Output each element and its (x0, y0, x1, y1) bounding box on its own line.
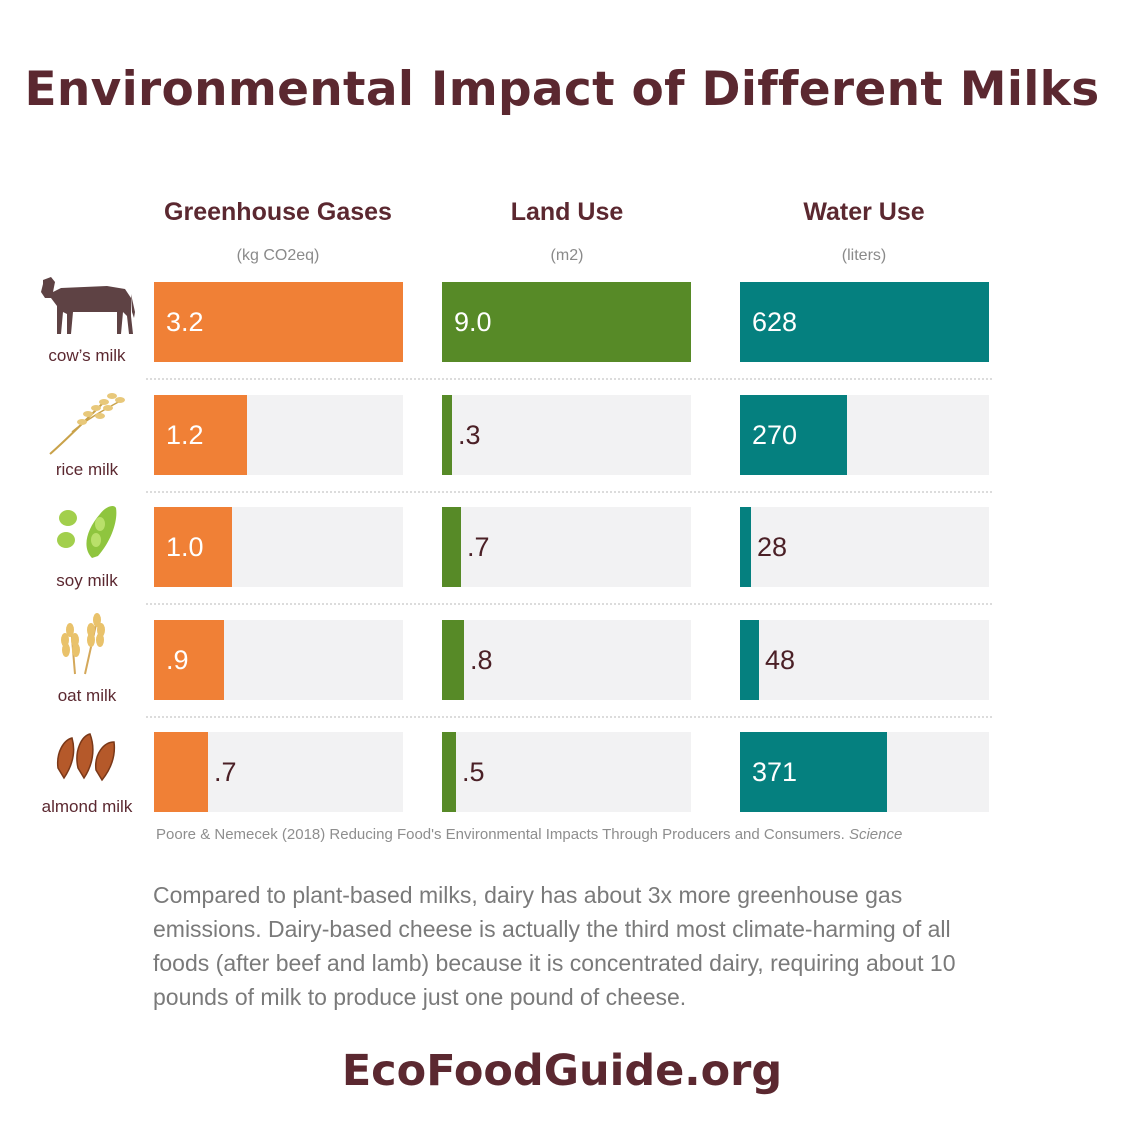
data-label: .8 (470, 644, 493, 675)
bar-land (442, 507, 461, 587)
bar-water (740, 620, 759, 700)
column-title: Water Use (803, 198, 925, 226)
bar-track: 1.2 (154, 395, 403, 475)
data-label: .3 (458, 419, 481, 450)
bar-track: .5 (442, 732, 691, 812)
data-label: .7 (214, 756, 237, 787)
bar-track: .7 (442, 507, 691, 587)
data-label: 1.2 (166, 419, 204, 450)
data-label: 48 (765, 644, 796, 675)
column-header-land: Land Use (m2) (417, 198, 717, 265)
cow-icon (22, 272, 152, 336)
bar-land (442, 620, 464, 700)
bar-track: 628 (740, 282, 989, 362)
data-label: 1.0 (166, 531, 204, 562)
bar-greenhouse (154, 282, 403, 362)
bar-track: 3.2 (154, 282, 403, 362)
almond-icon (22, 728, 152, 786)
column-title: Land Use (510, 198, 624, 226)
chart-title: Environmental Impact of Different Milks (24, 62, 1100, 117)
bar-track: .3 (442, 395, 691, 475)
data-label: .9 (166, 644, 189, 675)
column-unit: (liters) (841, 247, 887, 264)
data-label: 3.2 (166, 306, 204, 337)
column-unit: (kg CO2eq) (236, 247, 320, 264)
bar-track: 1.0 (154, 507, 403, 587)
bar-track: .8 (442, 620, 691, 700)
bar-track: 48 (740, 620, 989, 700)
rice-icon (22, 390, 152, 456)
category-label: soy milk (56, 571, 118, 590)
body-paragraph: Compared to plant-based milks, dairy has… (153, 882, 956, 1010)
column-unit: (m2) (550, 247, 584, 264)
bar-track: .9 (154, 620, 403, 700)
source-text: Poore & Nemecek (2018) Reducing Food's E… (156, 826, 845, 843)
bar-water (740, 732, 887, 812)
bar-track: 9.0 (442, 282, 691, 362)
bar-land (442, 732, 456, 812)
row-separator (146, 603, 992, 605)
column-header-greenhouse: Greenhouse Gases (kg CO2eq) (128, 198, 428, 265)
category-label: rice milk (55, 460, 119, 479)
row-separator (146, 716, 992, 718)
column-header-water: Water Use (liters) (714, 198, 1014, 265)
soy-icon (22, 500, 152, 562)
data-label: .7 (467, 531, 490, 562)
category-label: cow’s milk (48, 346, 126, 365)
website-footer: EcoFoodGuide.org (341, 1046, 783, 1096)
row-separator (146, 378, 992, 380)
column-title: Greenhouse Gases (164, 198, 392, 226)
oat-icon (22, 606, 152, 676)
bar-land (442, 282, 691, 362)
data-label: .5 (462, 756, 485, 787)
row-separator (146, 491, 992, 493)
data-label: 9.0 (454, 306, 492, 337)
category-label: oat milk (57, 686, 117, 705)
bar-track: 28 (740, 507, 989, 587)
source-citation: Poore & Nemecek (2018) Reducing Food's E… (156, 826, 902, 843)
bar-water (740, 395, 847, 475)
bar-track: .7 (154, 732, 403, 812)
bar-water (740, 282, 989, 362)
data-label: 28 (757, 531, 788, 562)
bar-greenhouse (154, 620, 224, 700)
data-label: 371 (752, 756, 798, 787)
bar-track: 270 (740, 395, 989, 475)
data-label: 270 (752, 419, 798, 450)
bar-greenhouse (154, 395, 247, 475)
source-journal: Science (848, 826, 903, 843)
bar-water (740, 507, 751, 587)
category-label: almond milk (41, 797, 133, 816)
bar-greenhouse (154, 507, 232, 587)
bar-greenhouse (154, 732, 208, 812)
bar-land (442, 395, 452, 475)
data-label: 628 (752, 306, 798, 337)
bar-track: 371 (740, 732, 989, 812)
